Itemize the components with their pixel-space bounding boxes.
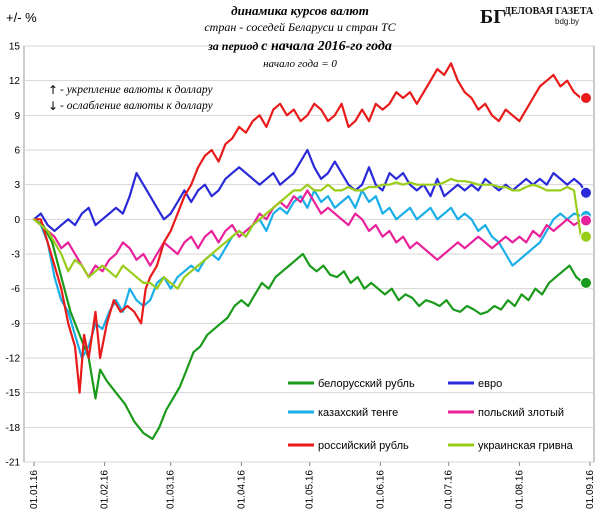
series-line-5 (32, 177, 583, 290)
series-lines (32, 62, 587, 440)
y-tick-label: 9 (14, 111, 20, 122)
legend-label-rub: российский рубль (318, 440, 409, 452)
period-prefix: за период (207, 39, 261, 53)
series-end-marker-4 (580, 92, 592, 104)
series-line-1 (32, 148, 587, 232)
legend-label-uah: украинская гривна (478, 440, 574, 452)
y-tick-label: -9 (11, 319, 20, 330)
x-tick-label: 01.07.16 (444, 470, 455, 509)
y-tick-label: -21 (6, 458, 21, 469)
chart-subtitle: стран - соседей Беларуси и стран ТС (204, 20, 396, 34)
arrow-down-icon: ↓ (48, 99, 58, 113)
legend-label-pln: польский злотый (478, 407, 564, 419)
x-tick-label: 01.09.16 (585, 470, 596, 509)
chart-period: за период с начала 2016-го года (207, 39, 392, 54)
x-tick-label: 01.05.16 (305, 470, 316, 509)
gridlines (24, 45, 594, 463)
series-end-marker-5 (580, 230, 592, 243)
series-line-4 (32, 62, 583, 394)
logo-mark: БГ (480, 6, 506, 28)
series-line-3 (32, 189, 583, 279)
x-axis-ticks: 01.01.16 01.02.16 01.03.16 01.04.16 01.05.16… (29, 462, 596, 509)
arrow-up-icon: ↑ (48, 83, 58, 97)
x-tick-label: 01.03.16 (166, 470, 177, 509)
legend-label-eur: евро (478, 378, 502, 390)
y-tick-label: 6 (14, 146, 20, 157)
series-end-marker-1 (580, 186, 592, 199)
series-line-2 (32, 189, 583, 360)
y-tick-label: 3 (14, 180, 20, 191)
x-tick-label: 01.04.16 (236, 470, 247, 509)
legend-label-kzt: казахский тенге (318, 407, 398, 419)
y-tick-label: -12 (6, 354, 21, 365)
logo-mark-box (478, 4, 500, 26)
note-weakening: - ослабление валюты к доллару (60, 100, 214, 112)
x-tick-label: 01.06.16 (375, 470, 386, 509)
y-tick-label: -18 (6, 423, 21, 434)
series-end-marker-0 (580, 276, 592, 289)
y-tick-label: 12 (9, 76, 21, 87)
y-axis-ticks: 15 12 9 6 3 0 -3 -6 -9 -12 -15 -18 -21 (6, 42, 21, 469)
legend-label-byr: белорусский рубль (318, 378, 415, 390)
y-axis-label: +/- % (6, 10, 37, 25)
series-end-marker-3 (580, 214, 592, 227)
series-end-markers (580, 92, 592, 289)
y-tick-label: 15 (9, 42, 21, 53)
baseline-note: начало года = 0 (263, 58, 337, 70)
logo-name: ДЕЛОВАЯ ГАЗЕТА (504, 6, 594, 17)
x-tick-label: 01.08.16 (514, 470, 525, 509)
logo-site: bdg.by (555, 17, 579, 26)
logo: БГ ДЕЛОВАЯ ГАЗЕТА bdg.by (478, 4, 594, 28)
y-tick-label: 0 (14, 215, 20, 226)
note-strengthening: - укрепление валюты к доллару (60, 84, 213, 96)
legend: белорусский рубль евро казахский тенге п… (288, 378, 574, 452)
period-main: с начала 2016-го года (261, 39, 392, 54)
x-tick-label: 01.01.16 (29, 470, 40, 509)
chart-title: динамика курсов валют (231, 3, 369, 18)
series-line-0 (32, 218, 585, 440)
y-tick-label: -3 (11, 250, 20, 261)
x-tick-label: 01.02.16 (100, 470, 111, 509)
y-tick-label: -15 (6, 388, 21, 399)
y-tick-label: -6 (11, 284, 20, 295)
